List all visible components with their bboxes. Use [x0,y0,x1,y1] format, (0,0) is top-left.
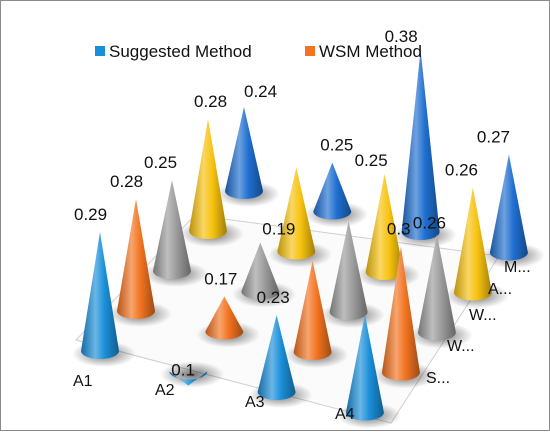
cone-mark [277,167,316,260]
legend-label: Suggested Method [109,42,252,61]
legend-swatch [305,46,315,56]
cone-mark [345,314,384,421]
depth-tick-label: S... [426,370,450,387]
data-label: 0.26 [445,161,478,180]
data-label: 0.25 [355,151,388,170]
data-label: 0.1 [171,361,195,380]
x-tick-label: A3 [245,394,265,411]
cone-mark [417,234,456,341]
cone-mark [489,154,528,261]
cone-mark [257,315,296,400]
data-label: 0.26 [413,214,446,233]
cone-mark [169,371,208,386]
data-label: 0.29 [74,205,107,224]
data-label: 0.3 [387,220,411,239]
cone-mark [241,242,280,300]
depth-tick-label: M... [504,259,531,276]
data-label: 0.19 [262,220,295,239]
cone-mark [365,174,404,280]
data-label: 0.24 [244,82,277,101]
legend-swatch [95,46,105,56]
cone-mark [117,199,155,319]
data-label: 0.17 [204,270,237,289]
cone-mark [153,180,191,279]
depth-tick-label: W... [469,307,497,324]
cone-shadow [160,361,225,388]
x-tick-label: A2 [155,382,175,399]
cone-mark [225,107,263,199]
depth-tick-label: W... [447,338,475,355]
cone-mark [313,162,352,220]
cone-mark [401,50,440,240]
cone-mark [189,119,227,239]
cone-mark [329,221,368,320]
cone-mark [453,187,492,301]
cone-mark [205,296,244,340]
data-label: 0.28 [194,92,227,111]
depth-tick-label: A... [488,281,512,298]
data-label: 0.28 [110,172,143,191]
legend-label: WSM Method [319,42,422,61]
cone-mark [293,261,332,360]
x-tick-label: A1 [73,373,93,390]
data-label: 0.27 [477,128,510,147]
cone-mark [81,232,119,359]
data-label: 0.25 [144,153,177,172]
x-tick-label: A4 [335,406,355,423]
data-label: 0.38 [385,27,418,46]
data-label: 0.25 [320,136,353,155]
cone-mark [381,246,420,381]
data-label: 0.23 [257,288,290,307]
